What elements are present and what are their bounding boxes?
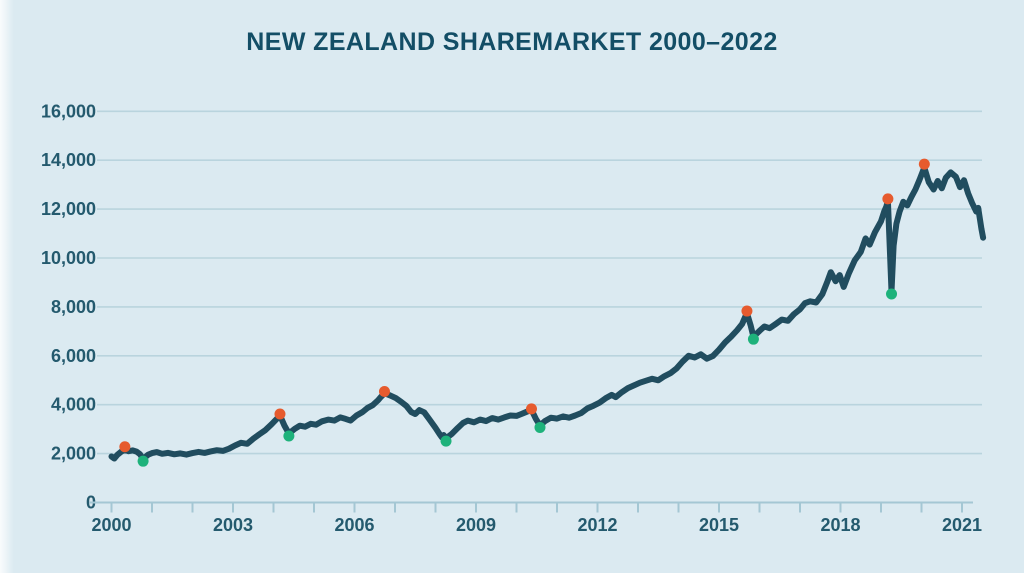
peak-marker — [741, 305, 753, 317]
index-line — [108, 164, 987, 462]
x-tick-label: 2006 — [334, 515, 374, 535]
x-tick-label: 2000 — [91, 515, 131, 535]
y-tick-label: 6,000 — [51, 346, 96, 366]
x-tick-label: 2018 — [820, 515, 860, 535]
y-tick-label: 2,000 — [51, 444, 96, 464]
chart-title: NEW ZEALAND SHAREMARKET 2000–2022 — [246, 28, 778, 56]
peak-marker — [119, 441, 131, 453]
trough-marker — [137, 455, 149, 467]
x-tick-label: 2015 — [699, 515, 739, 535]
y-tick-label: 10,000 — [41, 248, 96, 268]
x-tick-label: 2009 — [456, 515, 496, 535]
y-tick-label: 4,000 — [51, 395, 96, 415]
x-tick-label: 2012 — [577, 515, 617, 535]
y-tick-label: 12,000 — [41, 199, 96, 219]
trough-marker — [534, 421, 546, 433]
y-tick-label: 8,000 — [51, 297, 96, 317]
peak-marker — [918, 158, 930, 170]
y-tick-label: 14,000 — [41, 150, 96, 170]
trough-marker — [440, 435, 452, 447]
trough-marker — [283, 430, 295, 442]
x-tick-label: 2003 — [213, 515, 253, 535]
peak-marker — [882, 193, 894, 205]
trough-marker — [747, 333, 759, 345]
trough-marker — [886, 288, 898, 300]
peak-marker — [378, 385, 390, 397]
y-tick-label: 16,000 — [41, 101, 96, 121]
peak-marker — [274, 408, 286, 420]
x-tick-label: 2021 — [942, 515, 982, 535]
peak-marker — [525, 403, 537, 415]
